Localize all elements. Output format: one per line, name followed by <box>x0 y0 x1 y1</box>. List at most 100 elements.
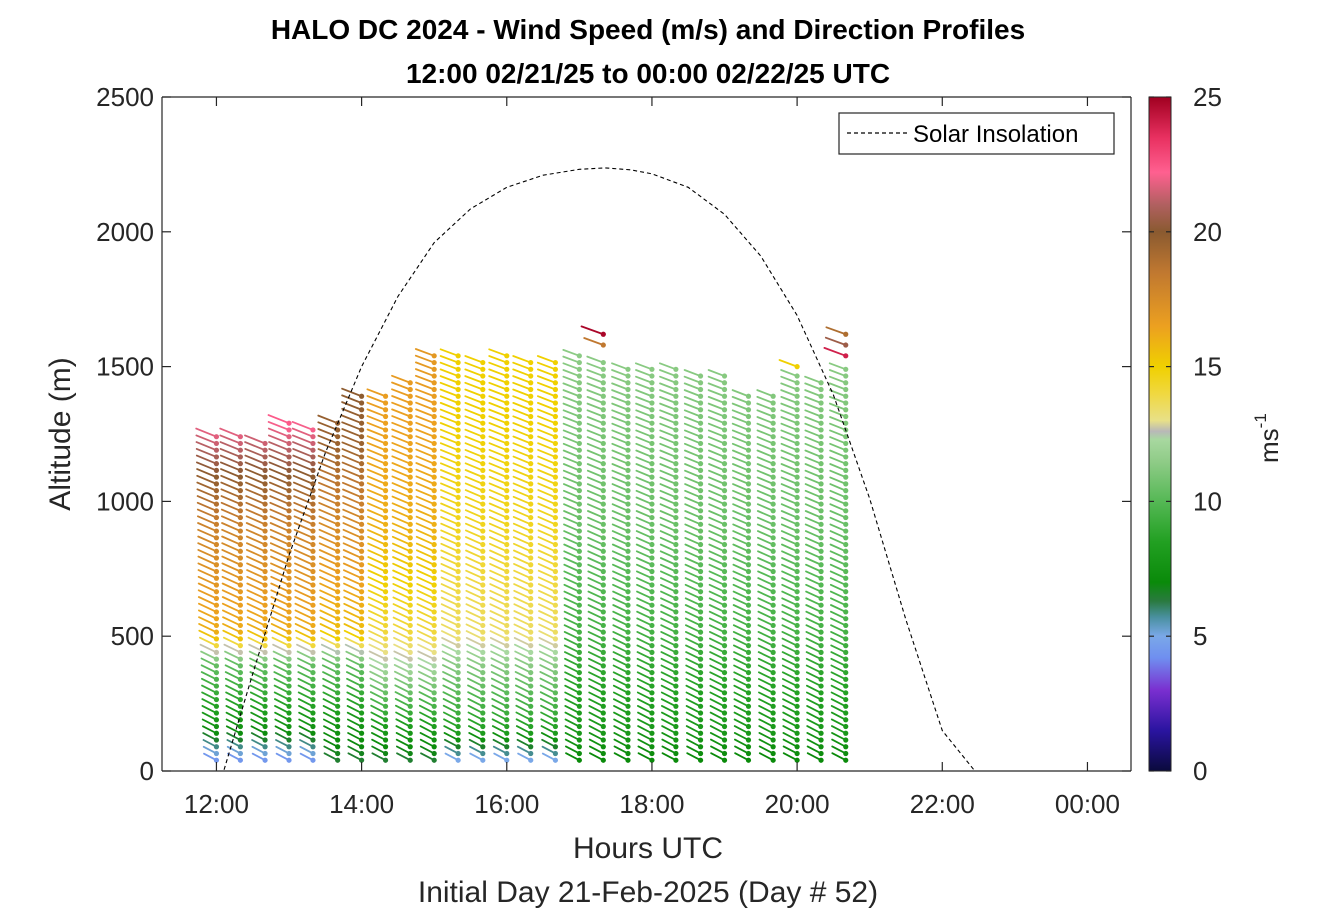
wind-barb-dot-1045 <box>649 508 655 514</box>
wind-barb-63 <box>224 657 242 667</box>
wind-barb-dot-746 <box>528 501 534 507</box>
wind-barb-490 <box>416 583 436 593</box>
wind-barb-dot-1237 <box>721 400 728 406</box>
wind-barb-446 <box>391 495 412 505</box>
wind-barb-dot-165 <box>286 629 292 635</box>
wind-barb-dot-525 <box>431 353 437 359</box>
wind-barb-dot-551 <box>455 589 461 595</box>
wind-barb-dot-360 <box>382 710 389 716</box>
wind-barb-1434 <box>805 590 822 600</box>
wind-barb-227 <box>293 549 314 559</box>
wind-barb-1135 <box>685 691 702 701</box>
wind-barb-1399 <box>780 436 799 445</box>
wind-barb-205 <box>297 698 314 708</box>
wind-barb-dot-1482 <box>843 656 849 662</box>
wind-barb-dot-68 <box>237 629 243 635</box>
wind-barb-1252 <box>733 684 750 694</box>
wind-barb-16 <box>199 643 218 654</box>
wind-barb-377 <box>367 589 387 600</box>
wind-barb-dot-1351 <box>770 393 776 399</box>
wind-barb-73 <box>221 589 242 600</box>
wind-barb-dot-809 <box>552 481 559 487</box>
wind-barb-643 <box>464 375 484 384</box>
wind-barb-1017 <box>636 691 653 701</box>
wind-barb-dot-1025 <box>649 643 655 649</box>
wind-barb-dot-958 <box>625 696 631 703</box>
wind-barb-320 <box>343 602 363 613</box>
wind-barb-dot-1170 <box>697 461 704 467</box>
wind-barb-1107 <box>659 483 677 492</box>
wind-barb-dot-876 <box>576 434 582 440</box>
wind-barb-dot-1487 <box>843 622 849 629</box>
wind-barb-521 <box>414 374 436 384</box>
wind-barb-592 <box>467 718 484 728</box>
wind-barb-223 <box>294 575 314 586</box>
wind-barb-dot-1102 <box>673 521 679 527</box>
wind-barb-1522 <box>828 382 847 391</box>
wind-barb-321 <box>343 596 363 607</box>
wind-barb-dot-1459 <box>818 427 824 433</box>
wind-barb-dot-787 <box>552 629 559 635</box>
wind-barb-462 <box>391 388 412 398</box>
wind-barb-dot-575 <box>455 427 461 433</box>
wind-barb-dot-712 <box>528 730 534 736</box>
wind-barb-296 <box>317 421 339 431</box>
wind-barb-dot-1388 <box>794 514 800 521</box>
wind-barb-dot-1008 <box>649 757 655 763</box>
wind-barb-91 <box>220 468 242 479</box>
wind-barb-1304 <box>758 705 775 714</box>
wind-barb-dot-728 <box>528 622 534 629</box>
wind-barb-dot-901 <box>600 676 606 682</box>
wind-barb-dot-302 <box>359 730 365 736</box>
wind-barb-dot-933 <box>600 461 606 467</box>
wind-barb-924 <box>587 516 605 526</box>
wind-barb-794 <box>537 576 557 586</box>
wind-barb-dot-1184 <box>721 757 728 763</box>
wind-barb-dot-866 <box>576 501 582 507</box>
wind-barb-dot-883 <box>576 386 582 393</box>
wind-barb-746 <box>512 495 532 505</box>
wind-barb-dot-222 <box>310 589 316 595</box>
wind-barb-dot-56 <box>237 710 243 716</box>
wind-barb-dot-1274 <box>745 541 752 548</box>
wind-barb-dot-1292 <box>745 420 752 426</box>
wind-barb-1343 <box>756 442 775 452</box>
wind-barb-dot-25 <box>213 589 220 595</box>
wind-barb-dot-1067 <box>673 757 679 763</box>
wind-barb-dot-1226 <box>721 474 728 480</box>
wind-barb-dot-825 <box>552 373 559 379</box>
wind-barb-dot-1291 <box>745 427 752 433</box>
wind-barb-1026 <box>636 631 653 640</box>
wind-barb-dot-926 <box>600 508 606 514</box>
wind-barb-1020 <box>636 671 653 681</box>
wind-barb-863 <box>563 516 581 526</box>
wind-barb-dot-405 <box>382 407 389 413</box>
wind-barb-972 <box>612 597 629 607</box>
wind-barb-dot-563 <box>455 508 461 514</box>
wind-barb-dot-1165 <box>697 494 704 500</box>
wind-barb-dot-1295 <box>745 400 752 406</box>
wind-barb-dot-632 <box>480 454 486 460</box>
wind-barb-1286 <box>732 456 750 465</box>
wind-barb-1440 <box>805 550 822 559</box>
wind-barb-dot-4 <box>213 730 220 736</box>
wind-barb-775 <box>540 704 557 714</box>
wind-barb-dot-45 <box>213 454 220 460</box>
wind-barb-532 <box>442 711 460 721</box>
wind-barb-dot-47 <box>213 440 220 447</box>
wind-barb-dot-1461 <box>818 413 824 420</box>
wind-barb-dot-980 <box>625 548 631 554</box>
wind-barb-dot-1234 <box>721 420 728 426</box>
wind-barb-dot-163 <box>286 643 292 649</box>
wind-barb-dot-1028 <box>649 622 655 629</box>
wind-barb-164 <box>270 629 290 640</box>
wind-barb-404 <box>366 408 387 418</box>
wind-barb-dot-781 <box>552 669 559 676</box>
wind-barb-dot-346 <box>359 434 365 440</box>
wind-barb-dot-48 <box>213 434 220 440</box>
wind-barb-dot-1228 <box>721 461 728 467</box>
wind-barb-881 <box>562 395 581 404</box>
wind-barb-dot-961 <box>625 676 631 682</box>
wind-barb-dot-929 <box>600 488 606 494</box>
wind-barb-1275 <box>732 530 750 539</box>
